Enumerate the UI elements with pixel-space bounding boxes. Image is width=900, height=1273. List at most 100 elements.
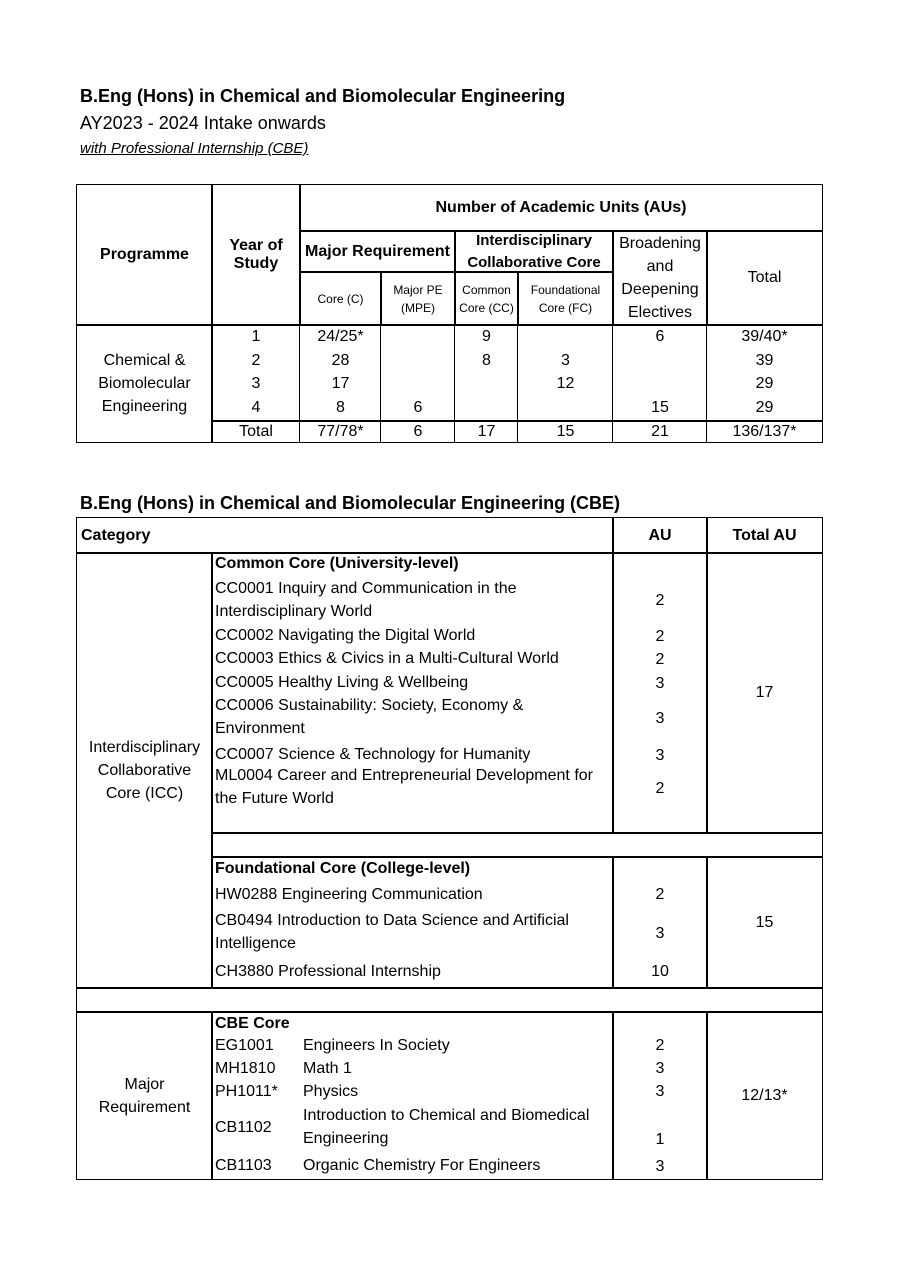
course-au: 2 [655, 1037, 665, 1054]
category-icc: Interdisciplinary Collaborative Core (IC… [76, 552, 213, 989]
foundational-total: 15 [706, 856, 823, 989]
spacer-row [76, 987, 823, 1013]
total-cell-bde: 21 [651, 423, 669, 440]
header-total-au: Total AU [706, 517, 823, 554]
course-name: Organic Chemistry For Engineers [303, 1157, 541, 1174]
cell-year: 4 [251, 398, 261, 416]
course-name: Physics [303, 1083, 359, 1100]
course-name: Math 1 [303, 1060, 352, 1077]
cell-year: 1 [251, 328, 261, 345]
header-category: Category [76, 517, 614, 554]
course-au: 2 [655, 651, 665, 668]
foundational-core-cell [211, 856, 614, 989]
category-major: Major Requirement [76, 1011, 213, 1180]
cell-year: 2 [251, 351, 261, 369]
common-core-cell [211, 552, 614, 834]
cell-total: 39/40* [741, 328, 788, 345]
course-item: CH3880 Professional Internship [215, 963, 441, 980]
spacer-row [211, 832, 823, 858]
total-cell-year: Total [239, 423, 273, 440]
course-au: 3 [655, 1158, 665, 1175]
course-name: Introduction to Chemical and Biomedical … [303, 1107, 590, 1147]
document-title: B.Eng (Hons) in Chemical and Biomolecula… [80, 86, 566, 106]
variant-label: with Professional Internship (CBE) [80, 140, 309, 157]
divider [380, 324, 381, 443]
common-core-heading: Common Core (University-level) [215, 555, 459, 572]
divider [517, 324, 518, 443]
foundational-au-cell [612, 856, 708, 989]
course-au: 1 [655, 1131, 665, 1148]
cell-fc: 3 [561, 351, 570, 369]
header-icc: Interdisciplinary Collaborative Core [454, 230, 614, 273]
course-au: 10 [651, 963, 669, 980]
header-year: Year of Study [211, 184, 301, 326]
header-au: AU [612, 517, 708, 554]
course-code: EG1001 [215, 1037, 274, 1054]
header-mpe: Major PE (MPE) [380, 271, 456, 326]
header-aus: Number of Academic Units (AUs) [299, 184, 823, 232]
course-au: 3 [655, 1060, 665, 1077]
course-item: ML0004 Career and Entrepreneurial Develo… [215, 767, 593, 807]
total-cell-fc: 15 [556, 423, 575, 440]
divider [299, 324, 300, 443]
header-cc: Common Core (CC) [454, 271, 519, 326]
total-cell-cc: 17 [477, 423, 496, 440]
cbe-core-total: 12/13* [706, 1011, 823, 1180]
cell-year: 3 [251, 375, 261, 392]
header-fc: Foundational Core (FC) [517, 271, 614, 326]
course-item: CC0001 Inquiry and Communication in the … [215, 580, 517, 620]
course-au: 3 [655, 1083, 665, 1100]
header-core: Core (C) [299, 271, 382, 326]
course-item: CC0005 Healthy Living & Wellbeing [215, 674, 469, 691]
course-au: 3 [655, 710, 665, 727]
header-bde: Broadening and Deepening Electives [612, 230, 708, 326]
course-code: CB1103 [215, 1157, 272, 1174]
cell-core: 8 [336, 398, 345, 416]
cell-mpe: 6 [413, 398, 423, 416]
cell-total: 29 [755, 375, 774, 392]
intake-label: AY2023 - 2024 Intake onwards [80, 113, 326, 133]
cell-cc: 8 [482, 351, 491, 369]
total-cell-core: 77/78* [317, 423, 364, 440]
course-au: 2 [655, 780, 665, 797]
course-au: 3 [655, 675, 665, 692]
course-name: Engineers In Society [303, 1037, 450, 1054]
common-core-au-cell [612, 552, 708, 834]
header-total: Total [706, 230, 823, 326]
course-item: CC0006 Sustainability: Society, Economy … [215, 697, 524, 737]
cell-cc: 9 [482, 328, 491, 345]
cell-bde: 15 [651, 398, 669, 416]
programme-name: Chemical & Biomolecular Engineering [76, 324, 213, 443]
course-au: 2 [655, 592, 665, 609]
header-programme: Programme [76, 184, 213, 326]
cbe-core-heading: CBE Core [215, 1015, 290, 1032]
divider [454, 324, 455, 443]
course-item: CC0002 Navigating the Digital World [215, 627, 476, 644]
cell-core: 17 [331, 375, 350, 392]
course-item: CB0494 Introduction to Data Science and … [215, 912, 569, 952]
course-code: MH1810 [215, 1060, 276, 1077]
foundational-core-heading: Foundational Core (College-level) [215, 860, 471, 877]
cell-total: 29 [755, 398, 774, 416]
course-item: CC0003 Ethics & Civics in a Multi-Cultur… [215, 650, 559, 667]
curriculum-title: B.Eng (Hons) in Chemical and Biomolecula… [80, 493, 621, 513]
course-au: 2 [655, 886, 665, 903]
course-code: PH1011* [215, 1083, 278, 1100]
header-major: Major Requirement [299, 230, 456, 273]
divider [612, 324, 613, 443]
total-cell-mpe: 6 [413, 423, 423, 440]
course-au: 3 [655, 747, 665, 764]
course-item: HW0288 Engineering Communication [215, 886, 483, 903]
cbe-core-au-cell [612, 1011, 708, 1180]
course-item: CC0007 Science & Technology for Humanity [215, 746, 531, 763]
total-cell-total: 136/137* [732, 423, 797, 440]
cell-fc: 12 [556, 375, 575, 392]
cell-core: 28 [331, 351, 350, 369]
course-au: 3 [655, 925, 665, 942]
cbe-core-cell [211, 1011, 614, 1180]
course-au: 2 [655, 628, 665, 645]
common-core-total: 17 [706, 552, 823, 834]
cell-core: 24/25* [317, 328, 364, 345]
divider [706, 324, 707, 443]
